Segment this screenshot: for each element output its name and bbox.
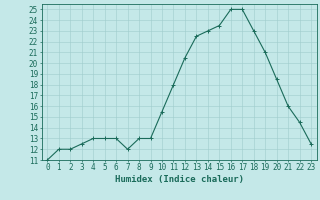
X-axis label: Humidex (Indice chaleur): Humidex (Indice chaleur) xyxy=(115,175,244,184)
